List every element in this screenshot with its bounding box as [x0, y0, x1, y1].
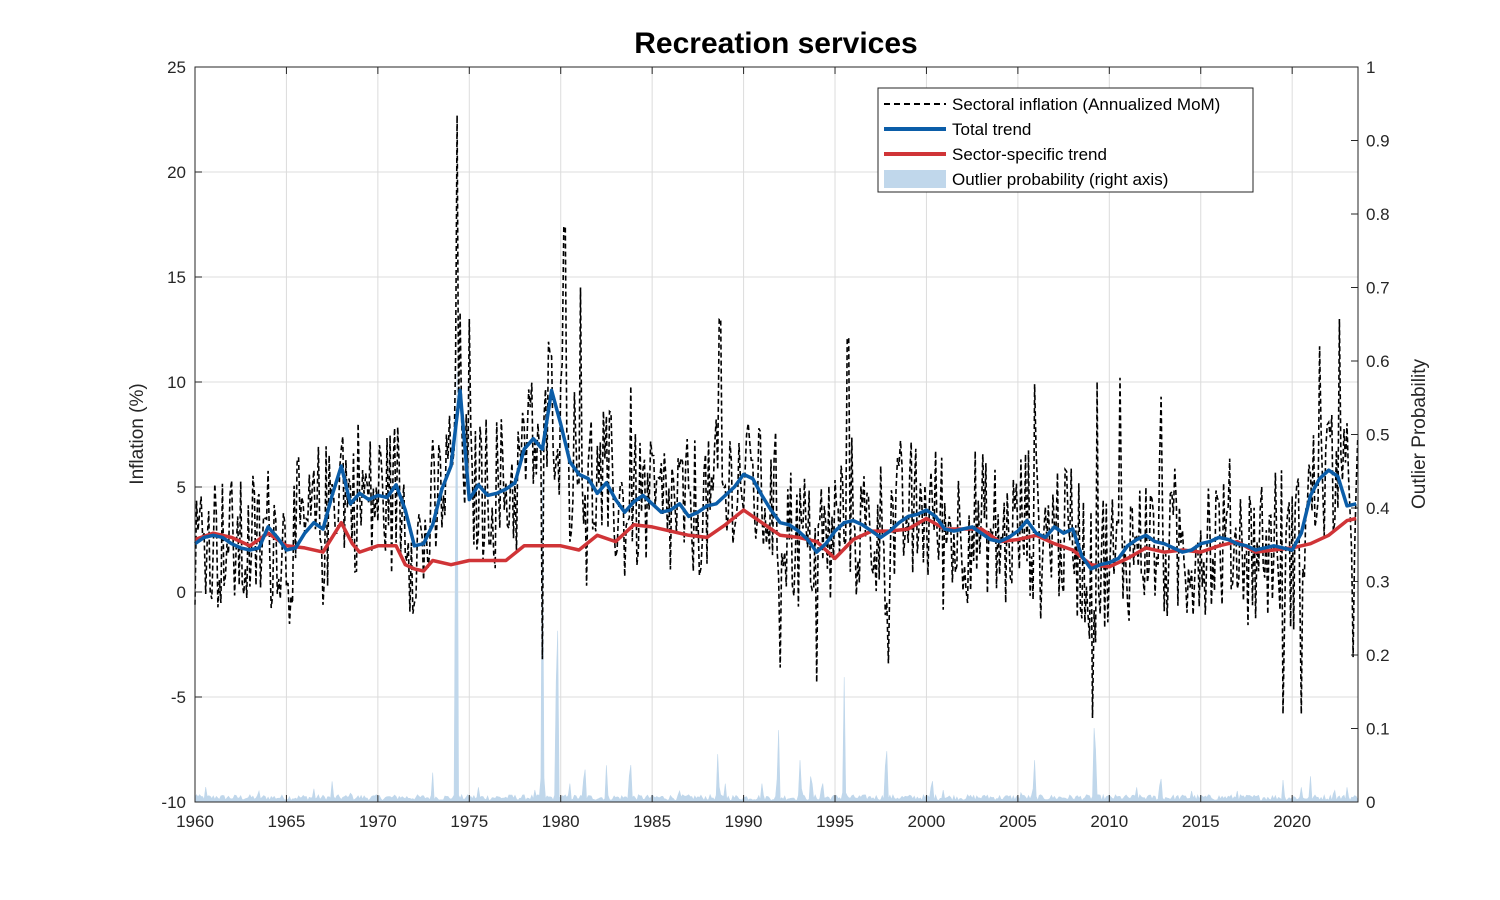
y2-tick-label: 0.7	[1366, 279, 1390, 298]
x-tick-label: 1985	[633, 812, 671, 831]
outlier-probability-area	[194, 371, 1358, 803]
legend-label-outlier: Outlier probability (right axis)	[952, 170, 1168, 189]
x-tick-label: 2000	[908, 812, 946, 831]
y-axis-title: Inflation (%)	[127, 383, 148, 484]
y-tick-label: 5	[177, 478, 186, 497]
y2-tick-label: 0.6	[1366, 352, 1390, 371]
y2-tick-label: 0.9	[1366, 132, 1390, 151]
x-tick-label: 1990	[725, 812, 763, 831]
y-tick-label: 25	[167, 58, 186, 77]
x-tick-label: 1980	[542, 812, 580, 831]
x-tick-label: 2005	[999, 812, 1037, 831]
sectoral-inflation-line	[194, 115, 1359, 719]
y-tick-label: -10	[161, 793, 186, 812]
y-tick-label: 10	[167, 373, 186, 392]
x-tick-label: 1995	[816, 812, 854, 831]
y2-tick-label: 0.4	[1366, 499, 1390, 518]
y2-tick-label: 1	[1366, 58, 1375, 77]
total-trend-line	[194, 388, 1357, 571]
sectoral-inflation-path	[194, 115, 1359, 719]
x-tick-label: 2020	[1273, 812, 1311, 831]
legend-box	[877, 87, 1254, 193]
x-tick-label: 2015	[1182, 812, 1220, 831]
x-tick-label: 1975	[450, 812, 488, 831]
y2-tick-label: 0.8	[1366, 205, 1390, 224]
y-tick-label: 0	[177, 583, 186, 602]
legend: Sectoral inflation (Annualized MoM) Tota…	[877, 87, 1254, 193]
y-axis-left: -10 -5 0 5 10 15 20 25	[161, 58, 202, 812]
y2-tick-label: 0.2	[1366, 646, 1390, 665]
sector-specific-trend-path	[194, 508, 1357, 573]
x-tick-label: 1970	[359, 812, 397, 831]
legend-label-sector: Sector-specific trend	[952, 145, 1107, 164]
y-axis-right: 0 0.1 0.2 0.3 0.4 0.5 0.6 0.7 0.8 0.9 1	[1351, 58, 1390, 812]
legend-swatch-outlier	[884, 170, 946, 188]
y2-axis-title: Outlier Probability	[1409, 359, 1430, 509]
y2-tick-label: 0.3	[1366, 573, 1390, 592]
y2-tick-label: 0	[1366, 793, 1375, 812]
x-tick-label: 1965	[268, 812, 306, 831]
legend-label-sectoral: Sectoral inflation (Annualized MoM)	[952, 95, 1220, 114]
x-tick-label: 2010	[1090, 812, 1128, 831]
y2-tick-label: 0.5	[1366, 426, 1390, 445]
x-tick-label: 1960	[176, 812, 214, 831]
legend-label-total: Total trend	[952, 120, 1031, 139]
y-tick-label: 15	[167, 268, 186, 287]
outlier-probability-fill	[194, 371, 1358, 803]
y2-tick-label: 0.1	[1366, 720, 1390, 739]
total-trend-path	[194, 388, 1357, 571]
x-axis: 1960 1965 1970 1975 1980 1985 1990 1995 2000 2005…	[176, 67, 1311, 831]
sector-specific-trend-line	[194, 508, 1357, 573]
y-tick-label: 20	[167, 163, 186, 182]
y-tick-label: -5	[171, 688, 186, 707]
chart-title: Recreation services	[634, 27, 918, 60]
